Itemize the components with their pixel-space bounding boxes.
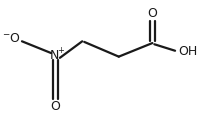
- Text: O: O: [147, 7, 157, 20]
- Text: N: N: [50, 49, 59, 62]
- Text: O: O: [51, 100, 60, 113]
- Text: OH: OH: [178, 45, 197, 58]
- Text: $^{-}$O: $^{-}$O: [2, 32, 21, 45]
- Text: +: +: [57, 46, 64, 55]
